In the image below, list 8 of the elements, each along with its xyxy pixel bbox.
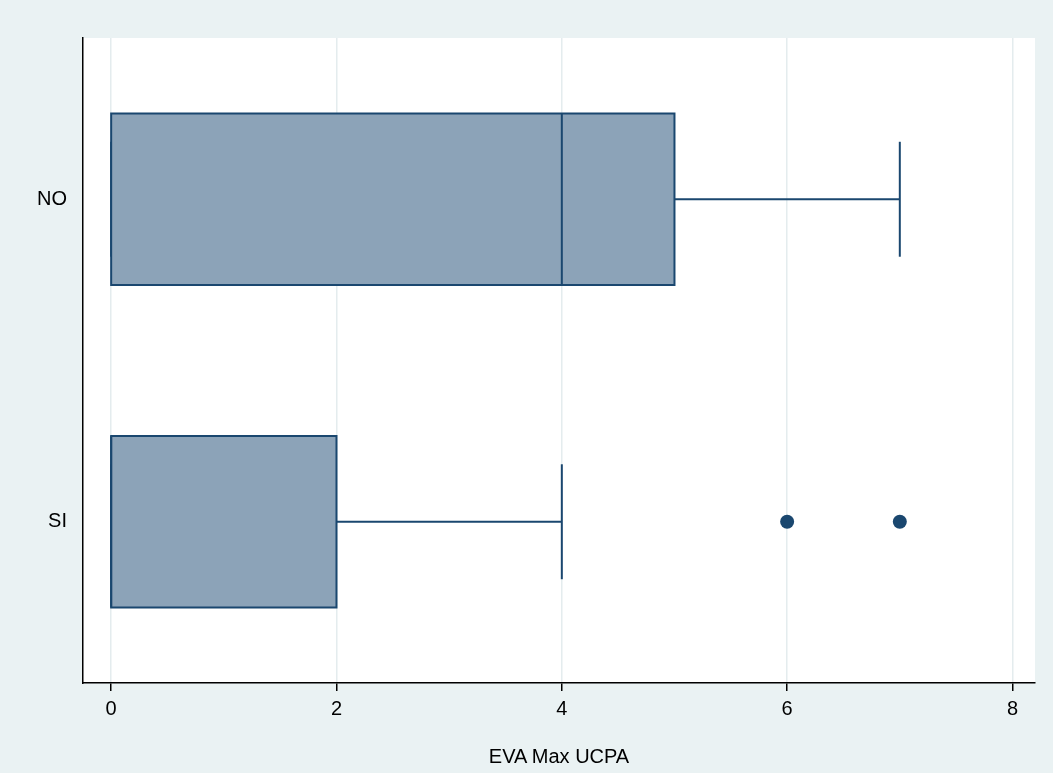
- y-tick-label: NO: [37, 186, 67, 209]
- x-tick-label: 8: [1006, 696, 1019, 719]
- x-tick-label: 2: [330, 696, 343, 719]
- x-tick-label: 6: [781, 696, 793, 719]
- y-tick-label: SI: [48, 509, 67, 532]
- x-tick-label: 4: [556, 696, 568, 719]
- x-axis-title: EVA Max UCPA: [488, 744, 630, 767]
- x-tick-label: 0: [105, 696, 117, 719]
